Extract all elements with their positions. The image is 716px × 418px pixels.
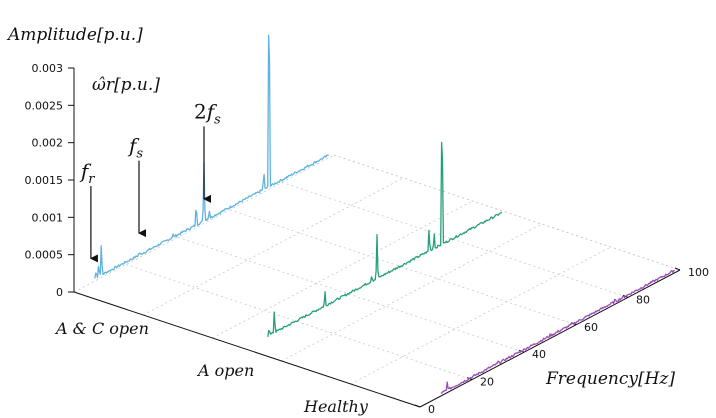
floor-gridline-depth (281, 223, 542, 362)
spectra (94, 34, 676, 394)
amplitude-tick-label: 0.001 (32, 211, 64, 224)
spectrum-line-healthy (440, 269, 676, 394)
frequency-tick-mark (414, 404, 421, 408)
series-label-healthy: Healthy (303, 397, 369, 416)
floor-front-edge (73, 291, 421, 408)
omega-label: ω̂r[p.u.] (92, 75, 160, 95)
floor-back-edge (73, 154, 335, 293)
floor-gridline-frequency (281, 182, 629, 298)
floor-gridline-frequency (177, 236, 525, 353)
amplitude-tick-label: 0.0005 (25, 249, 64, 262)
floor-grid (73, 154, 681, 385)
amplitude-axis-title: Amplitude[p.u.] (6, 25, 143, 45)
series-label-ac-open: A & C open (54, 319, 149, 338)
frequency-tick-label: 20 (480, 376, 494, 389)
spectrum-line-a-open (267, 141, 503, 337)
amplitude-ticks: 0 0.0005 0.001 0.0015 0.002 0.0025 0.003 (25, 62, 74, 299)
floor-gridline-frequency (125, 264, 473, 380)
frequency-tick-label: 0 (428, 403, 435, 416)
frequency-tick-label: 80 (636, 293, 650, 306)
frequency-ticks: 0 20 40 60 80 100 (414, 266, 709, 416)
spectrum-line-a-c-open (94, 34, 329, 279)
amplitude-tick-label: 0.0015 (25, 174, 64, 187)
floor-gridline-depth (212, 200, 473, 339)
amplitude-tick-label: 0.002 (32, 137, 64, 150)
frequency-axis (419, 269, 681, 408)
amplitude-tick-label: 0.003 (32, 62, 64, 75)
floor-gridline-depth (350, 246, 611, 385)
frequency-tick-label: 40 (532, 348, 546, 361)
floor-right-edge (333, 154, 681, 271)
floor-gridline-depth (143, 177, 404, 316)
frequency-tick-label: 100 (688, 266, 709, 279)
annotation-label-2fs: 2fs (194, 99, 221, 127)
annotation-label-fr: fr (79, 159, 95, 187)
annotations: fr fs 2fs (79, 99, 221, 263)
amplitude-tick-label: 0.0025 (25, 99, 64, 112)
floor-gridline-frequency (229, 209, 577, 326)
amplitude-tick-label: 0 (56, 286, 63, 299)
frequency-axis-title: Frequency[Hz] (545, 369, 675, 389)
frequency-tick-mark (674, 267, 681, 271)
floor-gridline-frequency (333, 154, 681, 271)
frequency-tick-label: 60 (584, 321, 598, 334)
series-label-a-open: A open (196, 361, 254, 380)
annotation-label-fs: fs (127, 134, 143, 162)
